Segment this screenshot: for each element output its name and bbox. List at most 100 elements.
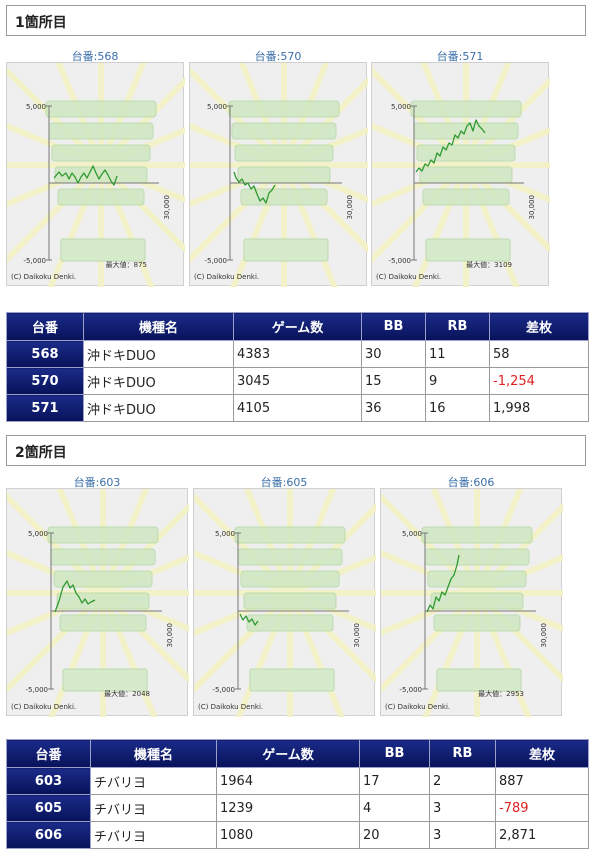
background-ray [194,590,293,694]
table-row: 571 沖ドキDUO 4105 36 16 1,998 [6,394,589,422]
background-tray-base [425,238,511,262]
max-value-label: 最大値：3109 [466,260,512,269]
background-ray [281,63,330,167]
background-ray [56,489,106,595]
slump-graph: 5,000 -5,000 30,000 最大値：3109 (C) Daikoku Den… [372,63,550,287]
copyright-label: (C) Daikoku Denki. [194,273,259,281]
slump-graph: 5,000 -5,000 30,000 最大値：2953 (C) Daikoku Den… [381,489,563,717]
bb-count: 20 [359,821,430,849]
background-ray [243,489,293,595]
col-header-number: 台番 [6,739,91,768]
background-tray [243,592,337,610]
background-tray [59,614,147,632]
background-tray [416,144,516,162]
background-tray [240,570,340,588]
col-header-number: 台番 [6,312,84,341]
x-tick-label: 30,000 [163,195,171,220]
background-tray [50,548,156,566]
graph-label[interactable]: 台番:606 [447,476,495,489]
diff-value: 887 [495,767,589,795]
col-header-machine: 機種名 [90,739,217,768]
bb-count: 15 [361,367,426,395]
machine-number[interactable]: 603 [6,767,91,795]
rb-count: 2 [429,767,496,795]
background-tray [45,100,157,118]
section-header-2: 2箇所目 [6,435,586,466]
x-tick-label: 30,000 [528,195,536,220]
diff-value: -789 [495,794,589,822]
background-tray [51,144,151,162]
background-tray [246,614,334,632]
background-tray [56,592,150,610]
col-header-diff: 差枚 [495,739,589,768]
x-tick-label: 30,000 [346,195,354,220]
graph-label[interactable]: 台番:568 [71,50,119,63]
machine-number[interactable]: 605 [6,794,91,822]
background-tray [433,614,521,632]
col-header-games: ゲーム数 [216,739,360,768]
background-tray [421,526,533,544]
graph-label[interactable]: 台番:605 [260,476,308,489]
y-tick-label: -5,000 [212,686,235,694]
y-tick-label: 5,000 [402,530,422,538]
machine-number[interactable]: 570 [6,367,84,395]
graph-label[interactable]: 台番:571 [436,50,484,63]
rb-count: 9 [425,367,490,395]
background-ray [98,63,147,167]
game-count: 3045 [233,367,362,395]
background-tray [240,188,328,206]
graph-571: 台番:571 5,000 -5,000 30,000 最大値：3109 (C) Daik… [371,48,550,287]
background-tray [422,188,510,206]
y-tick-label: 5,000 [391,103,411,111]
background-tray [430,592,524,610]
machine-name: 沖ドキDUO [83,340,234,368]
machine-number[interactable]: 571 [6,394,84,422]
game-count: 1964 [216,767,360,795]
background-tray-base [243,238,329,262]
slump-line [53,165,118,186]
bb-count: 4 [359,794,430,822]
diff-value: 2,871 [495,821,589,849]
col-header-bb: BB [359,739,430,768]
copyright-label: (C) Daikoku Denki. [11,273,76,281]
background-ray [420,63,469,167]
rb-count: 11 [425,340,490,368]
background-tray [231,122,337,140]
background-ray [474,489,524,595]
graph-label[interactable]: 台番:603 [73,476,121,489]
slump-line [233,171,276,204]
background-ray [190,162,287,264]
background-ray [372,162,469,264]
table-row: 603 チバリヨ 1964 17 2 887 [6,767,589,795]
background-tray [234,144,334,162]
background-ray [281,162,368,254]
game-count: 4105 [233,394,362,422]
machine-number[interactable]: 606 [6,821,91,849]
col-header-diff: 差枚 [489,312,589,341]
col-header-machine: 機種名 [83,312,234,341]
background-tray-base [249,668,335,692]
section-title: 2箇所目 [15,445,67,461]
background-ray [55,63,104,167]
graph-568: 台番:568 5,000 -5,000 30,000 最大値：875 (C) Daiko… [6,48,185,287]
copyright-label: (C) Daikoku Denki. [376,273,441,281]
y-tick-label: -5,000 [23,257,46,265]
table-header-row: 台番 機種名 ゲーム数 BB RB 差枚 [6,739,589,768]
bb-count: 36 [361,394,426,422]
background-tray [424,548,530,566]
table-row: 568 沖ドキDUO 4383 30 11 58 [6,340,589,368]
background-tray [427,570,527,588]
background-ray [430,489,480,595]
graph-label[interactable]: 台番:570 [254,50,302,63]
background-tray [419,166,513,184]
background-tray-base [436,668,522,692]
graph-603: 台番:603 5,000 -5,000 30,000 最大値：2048 (C) Daik… [6,474,189,717]
rb-count: 16 [425,394,490,422]
table-row: 570 沖ドキDUO 3045 15 9 -1,254 [6,367,589,395]
background-tray [57,188,145,206]
machine-name: 沖ドキDUO [83,367,234,395]
max-value-label: 最大値：2048 [104,689,150,698]
background-ray [287,590,376,684]
machine-number[interactable]: 568 [6,340,84,368]
max-value-label: 最大値：2953 [478,689,524,698]
